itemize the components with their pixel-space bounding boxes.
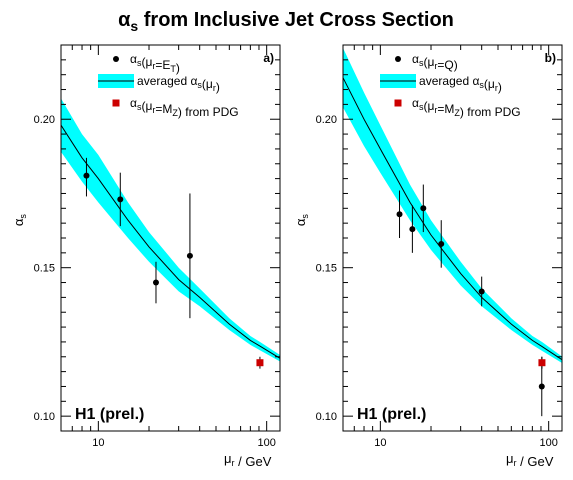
figure-title-rest: from Inclusive Jet Cross Section (138, 9, 454, 31)
x-tick-label: 10 (92, 437, 104, 449)
x-tick-label: 100 (257, 437, 275, 449)
data-point (396, 211, 403, 218)
x-tick-label: 10 (374, 437, 386, 449)
panel-b: 10 100 0.10 0.15 0.20 μr / GeV αs αs(μr=Q)avera… (293, 44, 563, 469)
legend-label: αs(μr=ET) (130, 52, 180, 75)
data-point (152, 279, 159, 286)
y-tick-label: 0.10 (316, 411, 337, 423)
h1-watermark: H1 (prel.) (357, 406, 426, 423)
data-point (420, 205, 427, 212)
legend-dot-marker (395, 56, 401, 62)
data-point (186, 252, 193, 259)
y-tick-label: 0.15 (316, 263, 337, 275)
legend-label: αs(μr=MZ) from PDG (130, 96, 239, 119)
panel-label: a) (263, 51, 274, 65)
average-curve (342, 77, 563, 361)
pdg-point (538, 359, 546, 367)
figure-title: αs from Inclusive Jet Cross Section (118, 9, 454, 34)
average-curve (60, 124, 281, 359)
y-tick-label: 0.20 (316, 114, 337, 126)
h1-watermark: H1 (prel.) (75, 406, 144, 423)
legend-label: αs(μr=Q) (412, 52, 458, 72)
data-point (117, 196, 124, 203)
figure-title-subscript: s (130, 18, 138, 34)
legend-dot-marker (113, 56, 119, 62)
figure-title-alpha: α (118, 9, 131, 31)
y-axis-label: αs (293, 214, 310, 227)
legend-label: averaged αs(μr) (419, 74, 502, 94)
y-tick-label: 0.15 (34, 263, 55, 275)
panel-a: 10 100 0.10 0.15 0.20 μr / GeV αs αs(μr=ET)aver… (11, 44, 281, 469)
x-axis-label: μr / GeV (506, 451, 554, 469)
legend-square-marker (112, 99, 120, 107)
uncertainty-band (343, 48, 562, 363)
y-tick-label: 0.20 (34, 114, 55, 126)
panel-label: b) (545, 51, 556, 65)
legend-square-marker (394, 99, 402, 107)
uncertainty-band (61, 98, 280, 362)
data-point (478, 288, 485, 295)
pdg-point (256, 359, 264, 367)
legend-label: αs(μr=MZ) from PDG (412, 96, 521, 119)
legend-label: averaged αs(μr) (137, 74, 220, 94)
x-axis-label: μr / GeV (224, 451, 272, 469)
data-point (409, 226, 416, 233)
data-point (438, 240, 445, 247)
data-point (83, 172, 90, 179)
x-tick-label: 100 (539, 437, 557, 449)
y-axis-label: αs (11, 214, 28, 227)
y-tick-label: 0.10 (34, 411, 55, 423)
data-point (538, 383, 545, 390)
